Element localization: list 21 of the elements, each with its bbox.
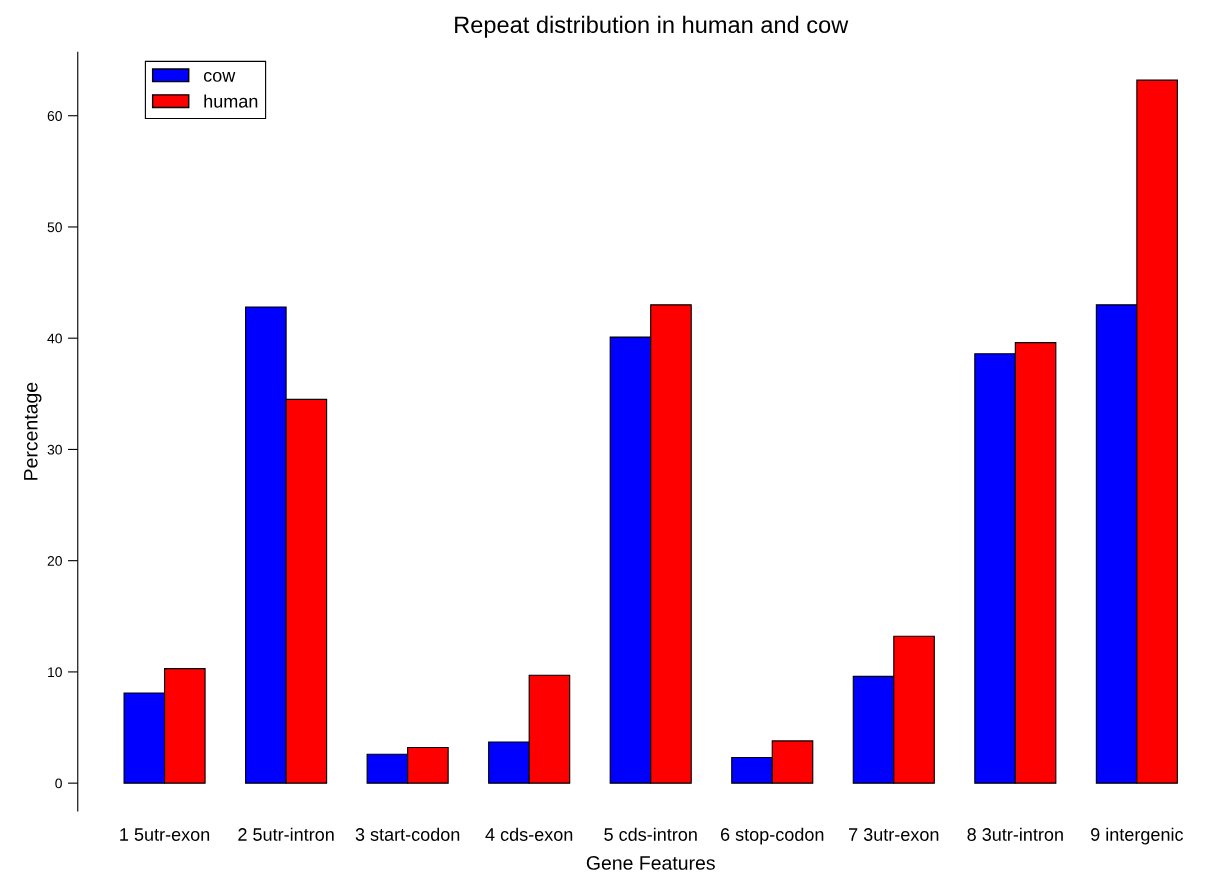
y-tick-label: 30 [47, 444, 62, 455]
x-tick-label: 4 cds-exon [485, 827, 573, 841]
y-tick-label: 40 [47, 333, 62, 344]
y-tick-label: 20 [47, 556, 62, 566]
y-tick-label: 60 [47, 111, 62, 121]
legend-label: cow [203, 71, 236, 82]
x-tick-label: 9 intergenic [1091, 827, 1184, 845]
y-tick-label: 0 [55, 778, 62, 789]
chart-title: Repeat distribution in human and cow [455, 15, 849, 38]
x-tick-label: 8 3utr-intron [967, 827, 1063, 841]
y-tick-label: 10 [48, 667, 62, 678]
y-axis-title: Percentage [24, 382, 42, 480]
x-tick-label: 2 5utr-intron [238, 827, 334, 841]
x-tick-label: 3 start-codon [355, 827, 460, 841]
legend-label: human [204, 94, 258, 108]
x-axis-title: Gene Features [586, 856, 715, 870]
y-tick-label: 50 [47, 222, 62, 233]
x-tick-label: 5 cds-intron [604, 827, 697, 841]
x-tick-label: 7 3utr-exon [849, 828, 939, 841]
x-tick-label: 6 stop-codon [720, 827, 824, 845]
x-tick-label: 1 5utr-exon [120, 828, 210, 841]
